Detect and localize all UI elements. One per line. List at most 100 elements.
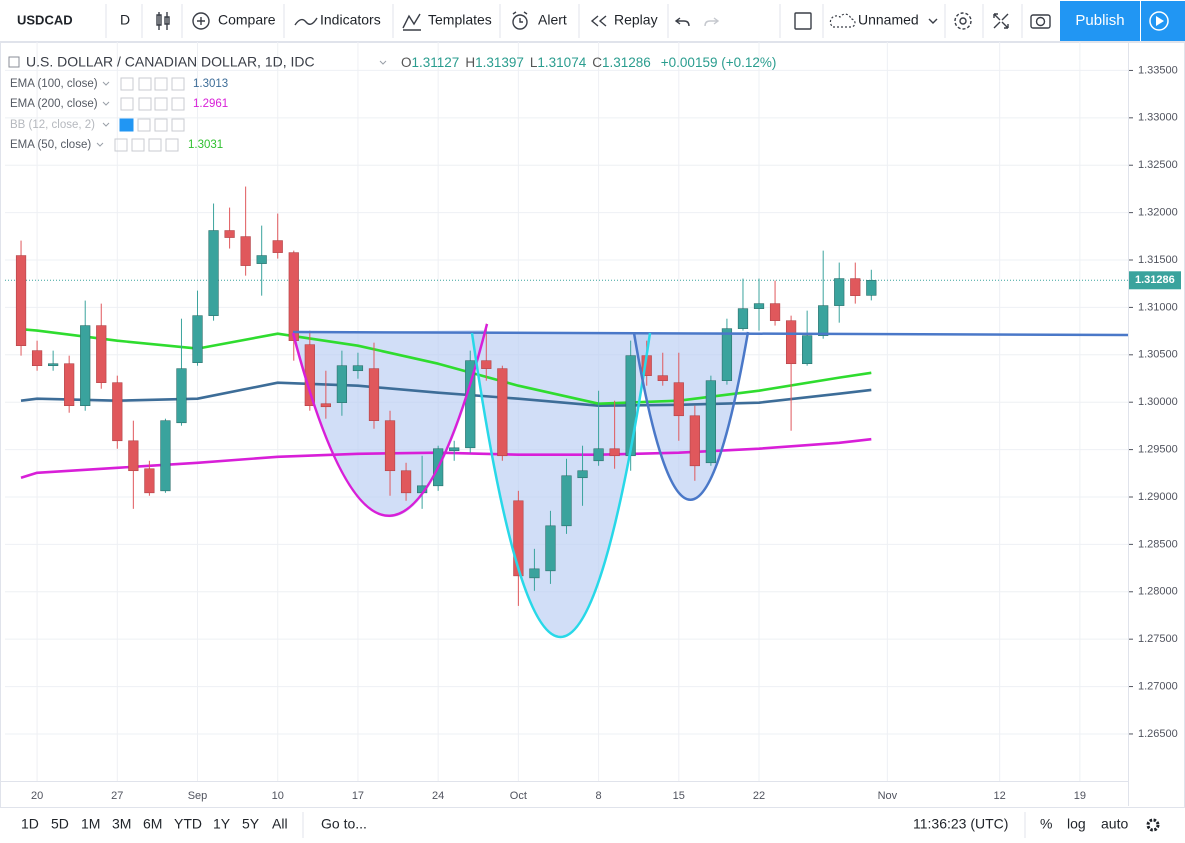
- ohlc-readout: O1.31127 H1.31397 L1.31074 C1.31286 +0.00159…: [401, 55, 776, 70]
- interval[interactable]: D: [120, 12, 130, 28]
- alert-button[interactable]: Alert: [538, 12, 567, 28]
- dropdown-arrow[interactable]: [928, 18, 938, 24]
- range-button[interactable]: All: [272, 816, 288, 832]
- candle-body: [176, 368, 187, 424]
- candle-body: [400, 470, 412, 494]
- ohlc-value: 1.31397: [475, 55, 524, 70]
- candle-body: [753, 303, 765, 309]
- log-toggle[interactable]: log: [1067, 816, 1086, 832]
- snapshot-icon[interactable]: [1030, 14, 1051, 29]
- y-tick-label: 1.32000: [1138, 207, 1178, 219]
- toolbar: USDCAD D Compare Indicators Templates Al…: [0, 1, 1185, 42]
- fullscreen-icon[interactable]: [993, 13, 1009, 29]
- settings-icon[interactable]: [954, 12, 972, 30]
- replay-button[interactable]: Replay: [614, 12, 658, 28]
- range-button[interactable]: 5Y: [242, 816, 260, 832]
- clock: 11:36:23 (UTC): [913, 816, 1008, 832]
- y-tick-label: 1.28000: [1138, 586, 1178, 598]
- candle-body: [224, 230, 235, 238]
- candle-body: [657, 375, 668, 381]
- candle-body: [625, 355, 636, 457]
- stream-icon[interactable]: [1149, 11, 1169, 31]
- candle-body: [593, 448, 604, 462]
- ohlc-label: H: [465, 55, 475, 70]
- alert-icon[interactable]: [512, 11, 528, 30]
- candle-body: [336, 365, 348, 403]
- range-button[interactable]: YTD: [174, 816, 202, 832]
- collapse-icon[interactable]: [8, 56, 20, 68]
- y-tick-label: 1.26500: [1138, 728, 1178, 740]
- candle-body: [465, 360, 476, 449]
- candle-body: [689, 415, 700, 467]
- templates-button[interactable]: Templates: [428, 12, 492, 28]
- candle-body: [818, 305, 829, 336]
- range-button[interactable]: 1Y: [213, 816, 231, 832]
- y-tick-label: 1.27500: [1138, 633, 1178, 645]
- range-button[interactable]: 1M: [81, 816, 100, 832]
- left-shoulder-curve: [291, 323, 489, 517]
- candle-body: [80, 325, 91, 407]
- replay-icon[interactable]: [590, 15, 607, 27]
- x-tick-label: Sep: [188, 790, 208, 802]
- publish-button[interactable]: Publish: [1075, 12, 1124, 29]
- range-button[interactable]: 5D: [51, 816, 69, 832]
- candle-body: [192, 315, 203, 363]
- legend-value: 1.3013: [193, 78, 228, 90]
- range-button[interactable]: 3M: [112, 816, 131, 832]
- candle-body: [769, 303, 781, 321]
- legend-dropdowns[interactable]: [96, 81, 110, 147]
- y-tick-label: 1.33500: [1138, 64, 1178, 76]
- redo-icon[interactable]: [704, 17, 720, 27]
- pattern-strokes: [291, 323, 1129, 639]
- compare-icon[interactable]: [192, 12, 210, 30]
- undo-icon[interactable]: [674, 17, 690, 27]
- indicators-icon[interactable]: [294, 17, 318, 26]
- symbol[interactable]: USDCAD: [17, 12, 73, 27]
- candle-body: [834, 278, 845, 306]
- y-tick-label: 1.33000: [1138, 112, 1178, 124]
- fullscreen-select-icon[interactable]: [794, 12, 812, 30]
- candle-body: [561, 475, 572, 527]
- ohlc-value: 1.31286: [602, 55, 651, 70]
- ohlc-label: O: [401, 55, 412, 70]
- x-tick-label: Nov: [878, 790, 898, 802]
- compare-button[interactable]: Compare: [218, 12, 276, 28]
- ohlc-label: C: [592, 55, 602, 70]
- layout-name[interactable]: Unnamed: [858, 12, 919, 28]
- candle-body: [144, 468, 155, 494]
- candle-body: [304, 344, 315, 407]
- legend-entry: EMA (100, close): [10, 78, 98, 90]
- candle-body: [15, 255, 27, 347]
- goto-button[interactable]: Go to...: [321, 816, 367, 832]
- y-tick-label: 1.27000: [1138, 680, 1178, 692]
- title-dropdown[interactable]: [379, 60, 387, 65]
- legend-entry: EMA (50, close): [10, 139, 91, 151]
- templates-icon[interactable]: [402, 13, 421, 31]
- candles: [15, 186, 877, 606]
- candle-body: [48, 363, 59, 367]
- candle-body: [288, 252, 299, 341]
- candle-body: [31, 350, 43, 367]
- x-tick-label: 24: [432, 790, 444, 802]
- candle-body: [785, 320, 797, 365]
- publish-button-bg[interactable]: [1060, 1, 1140, 41]
- candle-body: [368, 368, 380, 421]
- indicators-button[interactable]: Indicators: [320, 12, 381, 28]
- percent-toggle[interactable]: %: [1040, 816, 1052, 832]
- legend-value: 1.3031: [188, 139, 223, 151]
- chart-type-icon[interactable]: [156, 12, 170, 30]
- candle-body: [160, 420, 171, 492]
- x-tick-label: 15: [673, 790, 685, 802]
- legend-buttons[interactable]: [114, 77, 185, 152]
- candle-body: [272, 240, 283, 253]
- range-button[interactable]: 1D: [21, 816, 39, 832]
- candle-body: [112, 382, 123, 442]
- y-tick-label: 1.30500: [1138, 349, 1178, 361]
- y-tick-label: 1.30000: [1138, 396, 1178, 408]
- auto-toggle[interactable]: auto: [1101, 816, 1128, 832]
- candle-body: [705, 380, 716, 464]
- range-button[interactable]: 6M: [143, 816, 162, 832]
- legend: U.S. DOLLAR / CANADIAN DOLLAR, 1D, IDC O…: [8, 54, 776, 152]
- axis-settings-icon[interactable]: [1146, 818, 1160, 832]
- y-tick-label: 1.28500: [1138, 538, 1178, 550]
